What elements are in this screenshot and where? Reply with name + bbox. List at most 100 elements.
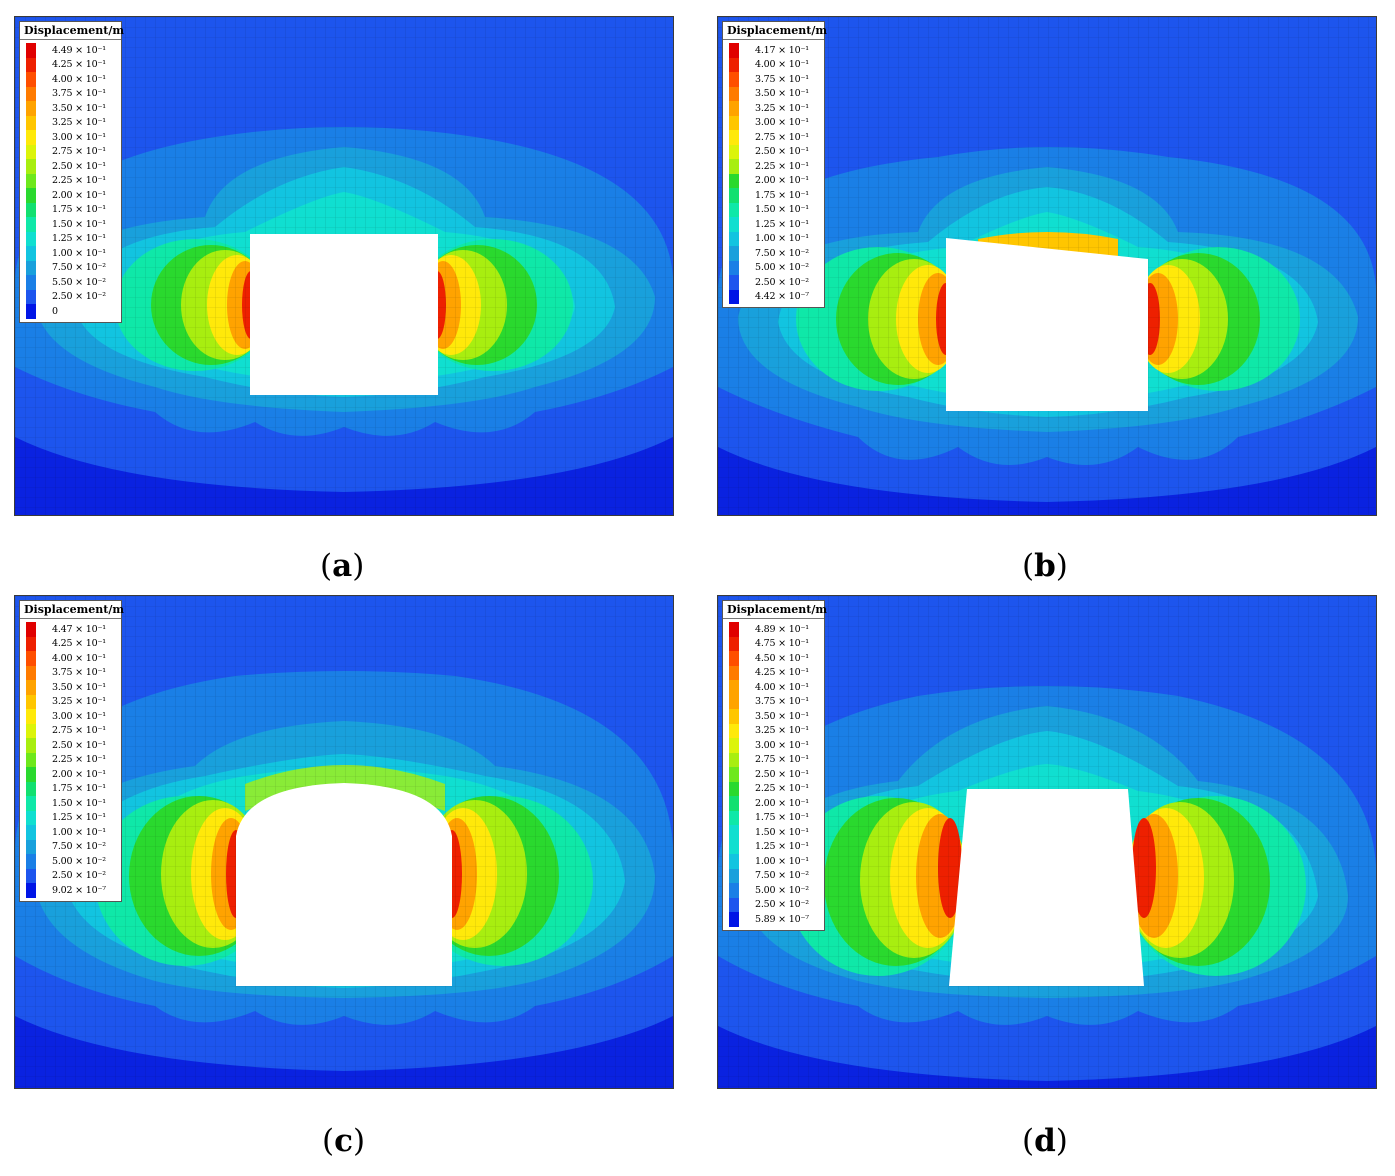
legend-swatch [26,188,36,203]
legend-c: Displacement/m 4.47 × 10⁻¹ 4.25 × 10⁻¹ 4.0… [19,600,124,902]
legend-entry: 5.00 × 10⁻² [20,854,121,869]
legend-value: 2.50 × 10⁻² [52,870,106,882]
legend-swatch [26,246,36,261]
legend-swatch [26,636,36,651]
legend-entry: 1.00 × 10⁻¹ [20,246,121,261]
legend-entry: 2.50 × 10⁻¹ [723,144,824,159]
legend-swatch [729,101,739,116]
legend-entry: 1.00 × 10⁻¹ [20,825,121,840]
legend-entry: 1.00 × 10⁻¹ [723,854,824,869]
legend-value: 2.75 × 10⁻¹ [755,754,809,766]
legend-entry: 3.50 × 10⁻¹ [20,680,121,695]
legend-value: 7.50 × 10⁻² [52,841,106,853]
legend-entry: 2.25 × 10⁻¹ [20,173,121,188]
legend-swatch [26,709,36,724]
legend-entry: 3.75 × 10⁻¹ [20,86,121,101]
legend-value: 3.25 × 10⁻¹ [52,117,106,129]
legend-entry: 1.25 × 10⁻¹ [20,810,121,825]
legend-swatch [729,839,739,854]
legend-entry: 3.25 × 10⁻¹ [723,723,824,738]
legend-swatch [729,188,739,203]
legend-swatch [729,72,739,87]
legend-value: 1.50 × 10⁻¹ [755,826,809,838]
legend-entry: 7.50 × 10⁻² [723,246,824,261]
legend-entry: 3.50 × 10⁻¹ [723,86,824,101]
legend-entry: 3.75 × 10⁻¹ [20,665,121,680]
legend-entry: 7.50 × 10⁻² [20,260,121,275]
legend-entry: 2.50 × 10⁻² [20,868,121,883]
legend-entry: 5.00 × 10⁻² [723,883,824,898]
legend-entry: 2.75 × 10⁻¹ [20,144,121,159]
legend-entry: 2.25 × 10⁻¹ [723,159,824,174]
legend-value: 1.00 × 10⁻¹ [52,247,106,259]
legend-value: 1.00 × 10⁻¹ [52,826,106,838]
legend-swatch [26,665,36,680]
legend-swatch [729,173,739,188]
legend-title: Displacement/m [723,22,827,40]
legend-swatch [729,665,739,680]
legend-swatch [729,912,739,927]
legend-value: 4.00 × 10⁻¹ [755,59,809,71]
legend-swatch [729,636,739,651]
legend-entry: 4.47 × 10⁻¹ [20,622,121,637]
legend-entry: 1.25 × 10⁻¹ [723,839,824,854]
caption-b: (b) [1022,548,1068,584]
legend-value: 4.25 × 10⁻¹ [52,59,106,71]
legend-value: 4.75 × 10⁻¹ [755,638,809,650]
legend-swatch [26,839,36,854]
legend-swatch [729,260,739,275]
legend-value: 5.00 × 10⁻² [755,262,809,274]
legend-swatch [26,810,36,825]
contour-panel-b: Displacement/m 4.17 × 10⁻¹ 4.00 × 10⁻¹ 3.7… [717,16,1377,516]
contour-panel-c: Displacement/m 4.47 × 10⁻¹ 4.25 × 10⁻¹ 4.0… [14,595,674,1089]
legend-swatch [26,694,36,709]
legend-value: 2.50 × 10⁻² [755,276,809,288]
legend-entry: 3.75 × 10⁻¹ [723,72,824,87]
legend-swatch [729,796,739,811]
legend-value: 2.50 × 10⁻¹ [52,739,106,751]
legend-entry: 4.50 × 10⁻¹ [723,651,824,666]
legend-swatch [729,694,739,709]
legend-value: 2.50 × 10⁻¹ [755,146,809,158]
legend-value: 3.50 × 10⁻¹ [52,102,106,114]
legend-value: 2.00 × 10⁻¹ [755,797,809,809]
legend-value: 2.50 × 10⁻² [755,899,809,911]
legend-body: 4.47 × 10⁻¹ 4.25 × 10⁻¹ 4.00 × 10⁻¹ 3.75 × … [20,619,121,901]
legend-entry: 7.50 × 10⁻² [723,868,824,883]
legend-entry: 3.50 × 10⁻¹ [20,101,121,116]
legend-swatch [26,130,36,145]
legend-value: 1.25 × 10⁻¹ [755,841,809,853]
legend-swatch [729,115,739,130]
legend-swatch [729,159,739,174]
legend-value: 7.50 × 10⁻² [52,262,106,274]
legend-value: 7.50 × 10⁻² [755,870,809,882]
legend-swatch [729,651,739,666]
legend-entry: 2.75 × 10⁻¹ [723,752,824,767]
legend-entry: 4.25 × 10⁻¹ [20,57,121,72]
legend-swatch [729,622,739,637]
legend-swatch [26,43,36,58]
legend-value: 1.00 × 10⁻¹ [755,855,809,867]
legend-swatch [729,883,739,898]
legend-entry: 2.50 × 10⁻¹ [20,738,121,753]
legend-swatch [26,680,36,695]
legend-entry: 4.00 × 10⁻¹ [20,72,121,87]
legend-entry: 2.50 × 10⁻² [723,275,824,290]
legend-entry: 1.00 × 10⁻¹ [723,231,824,246]
legend-entry: 4.00 × 10⁻¹ [723,680,824,695]
legend-swatch [26,57,36,72]
legend-entry: 2.00 × 10⁻¹ [20,188,121,203]
legend-swatch [729,752,739,767]
legend-body: 4.89 × 10⁻¹ 4.75 × 10⁻¹ 4.50 × 10⁻¹ 4.25 × … [723,619,824,930]
legend-swatch [729,275,739,290]
legend-entry: 4.75 × 10⁻¹ [723,636,824,651]
legend-entry: 4.89 × 10⁻¹ [723,622,824,637]
legend-entry: 4.17 × 10⁻¹ [723,43,824,58]
legend-swatch [26,651,36,666]
legend-swatch [729,144,739,159]
legend-swatch [729,709,739,724]
legend-swatch [26,781,36,796]
displacement-contour-d [718,596,1376,1088]
legend-value: 2.25 × 10⁻¹ [52,175,106,187]
legend-entry: 3.50 × 10⁻¹ [723,709,824,724]
